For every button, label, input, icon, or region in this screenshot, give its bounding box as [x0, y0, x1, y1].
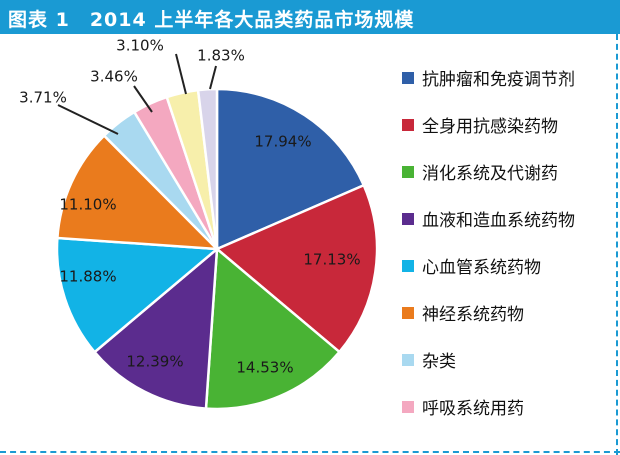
- legend-label: 血液和造血系统药物: [422, 211, 575, 231]
- legend-swatch: [402, 119, 414, 131]
- legend-label: 消化系统及代谢药: [422, 164, 558, 184]
- pie-chart: 17.94% 17.13% 14.53% 12.39% 11.88% 11.10% 3.71…: [19, 37, 379, 411]
- slice-data-label: 11.88%: [59, 268, 116, 286]
- slice-data-label: 3.10%: [116, 37, 164, 55]
- legend-item: 血液和造血系统药物: [394, 206, 614, 253]
- legend-item: 心血管系统药物: [394, 253, 614, 300]
- legend-label: 杂类: [422, 352, 456, 372]
- legend-item: 杂类: [394, 347, 614, 394]
- slice-data-label: 11.10%: [59, 196, 116, 214]
- dashed-border-right: [616, 34, 618, 455]
- legend-item: 呼吸系统用药: [394, 394, 614, 441]
- chart-legend: 抗肿瘤和免疫调节剂 全身用抗感染药物 消化系统及代谢药 血液和造血系统药物 心血管系统药…: [394, 65, 614, 441]
- legend-swatch: [402, 260, 414, 272]
- legend-label: 神经系统药物: [422, 305, 524, 325]
- legend-item: 全身用抗感染药物: [394, 112, 614, 159]
- pie-slice: [92, 246, 219, 410]
- pie-slice: [56, 133, 221, 251]
- legend-label: 抗肿瘤和免疫调节剂: [422, 70, 575, 90]
- legend-swatch: [402, 72, 414, 84]
- title-bar: 图表 1 2014 上半年各大品类药品市场规模: [0, 0, 620, 34]
- pie-slice: [204, 246, 342, 411]
- leader-line: [209, 65, 217, 90]
- legend-swatch: [402, 354, 414, 366]
- pie-slice: [55, 236, 221, 354]
- slice-data-label: 1.83%: [197, 47, 245, 65]
- legend-swatch: [402, 401, 414, 413]
- slice-data-label: 3.46%: [90, 68, 138, 86]
- legend-swatch: [402, 213, 414, 225]
- pie-slice: [215, 87, 366, 251]
- legend-label: 全身用抗感染药物: [422, 117, 558, 137]
- leader-line: [57, 104, 119, 135]
- legend-label: 心血管系统药物: [422, 258, 541, 278]
- pie-slice: [196, 87, 219, 250]
- legend-item: 抗肿瘤和免疫调节剂: [394, 65, 614, 112]
- legend-label: 呼吸系统用药: [422, 399, 524, 419]
- legend-swatch: [402, 307, 414, 319]
- figure-title: 图表 1 2014 上半年各大品类药品市场规模: [8, 9, 415, 31]
- legend-item: 消化系统及代谢药: [394, 159, 614, 206]
- dashed-border-bottom: [0, 451, 620, 453]
- slice-data-label: 14.53%: [236, 359, 293, 377]
- legend-swatch: [402, 166, 414, 178]
- slice-data-label: 12.39%: [126, 353, 183, 371]
- slice-data-label: 17.13%: [303, 251, 360, 269]
- leader-line: [133, 85, 153, 113]
- legend-item: 神经系统药物: [394, 300, 614, 347]
- leader-line: [175, 53, 187, 95]
- pie-slice: [214, 183, 379, 354]
- slice-data-label: 17.94%: [254, 133, 311, 151]
- slice-data-label: 3.71%: [19, 89, 67, 107]
